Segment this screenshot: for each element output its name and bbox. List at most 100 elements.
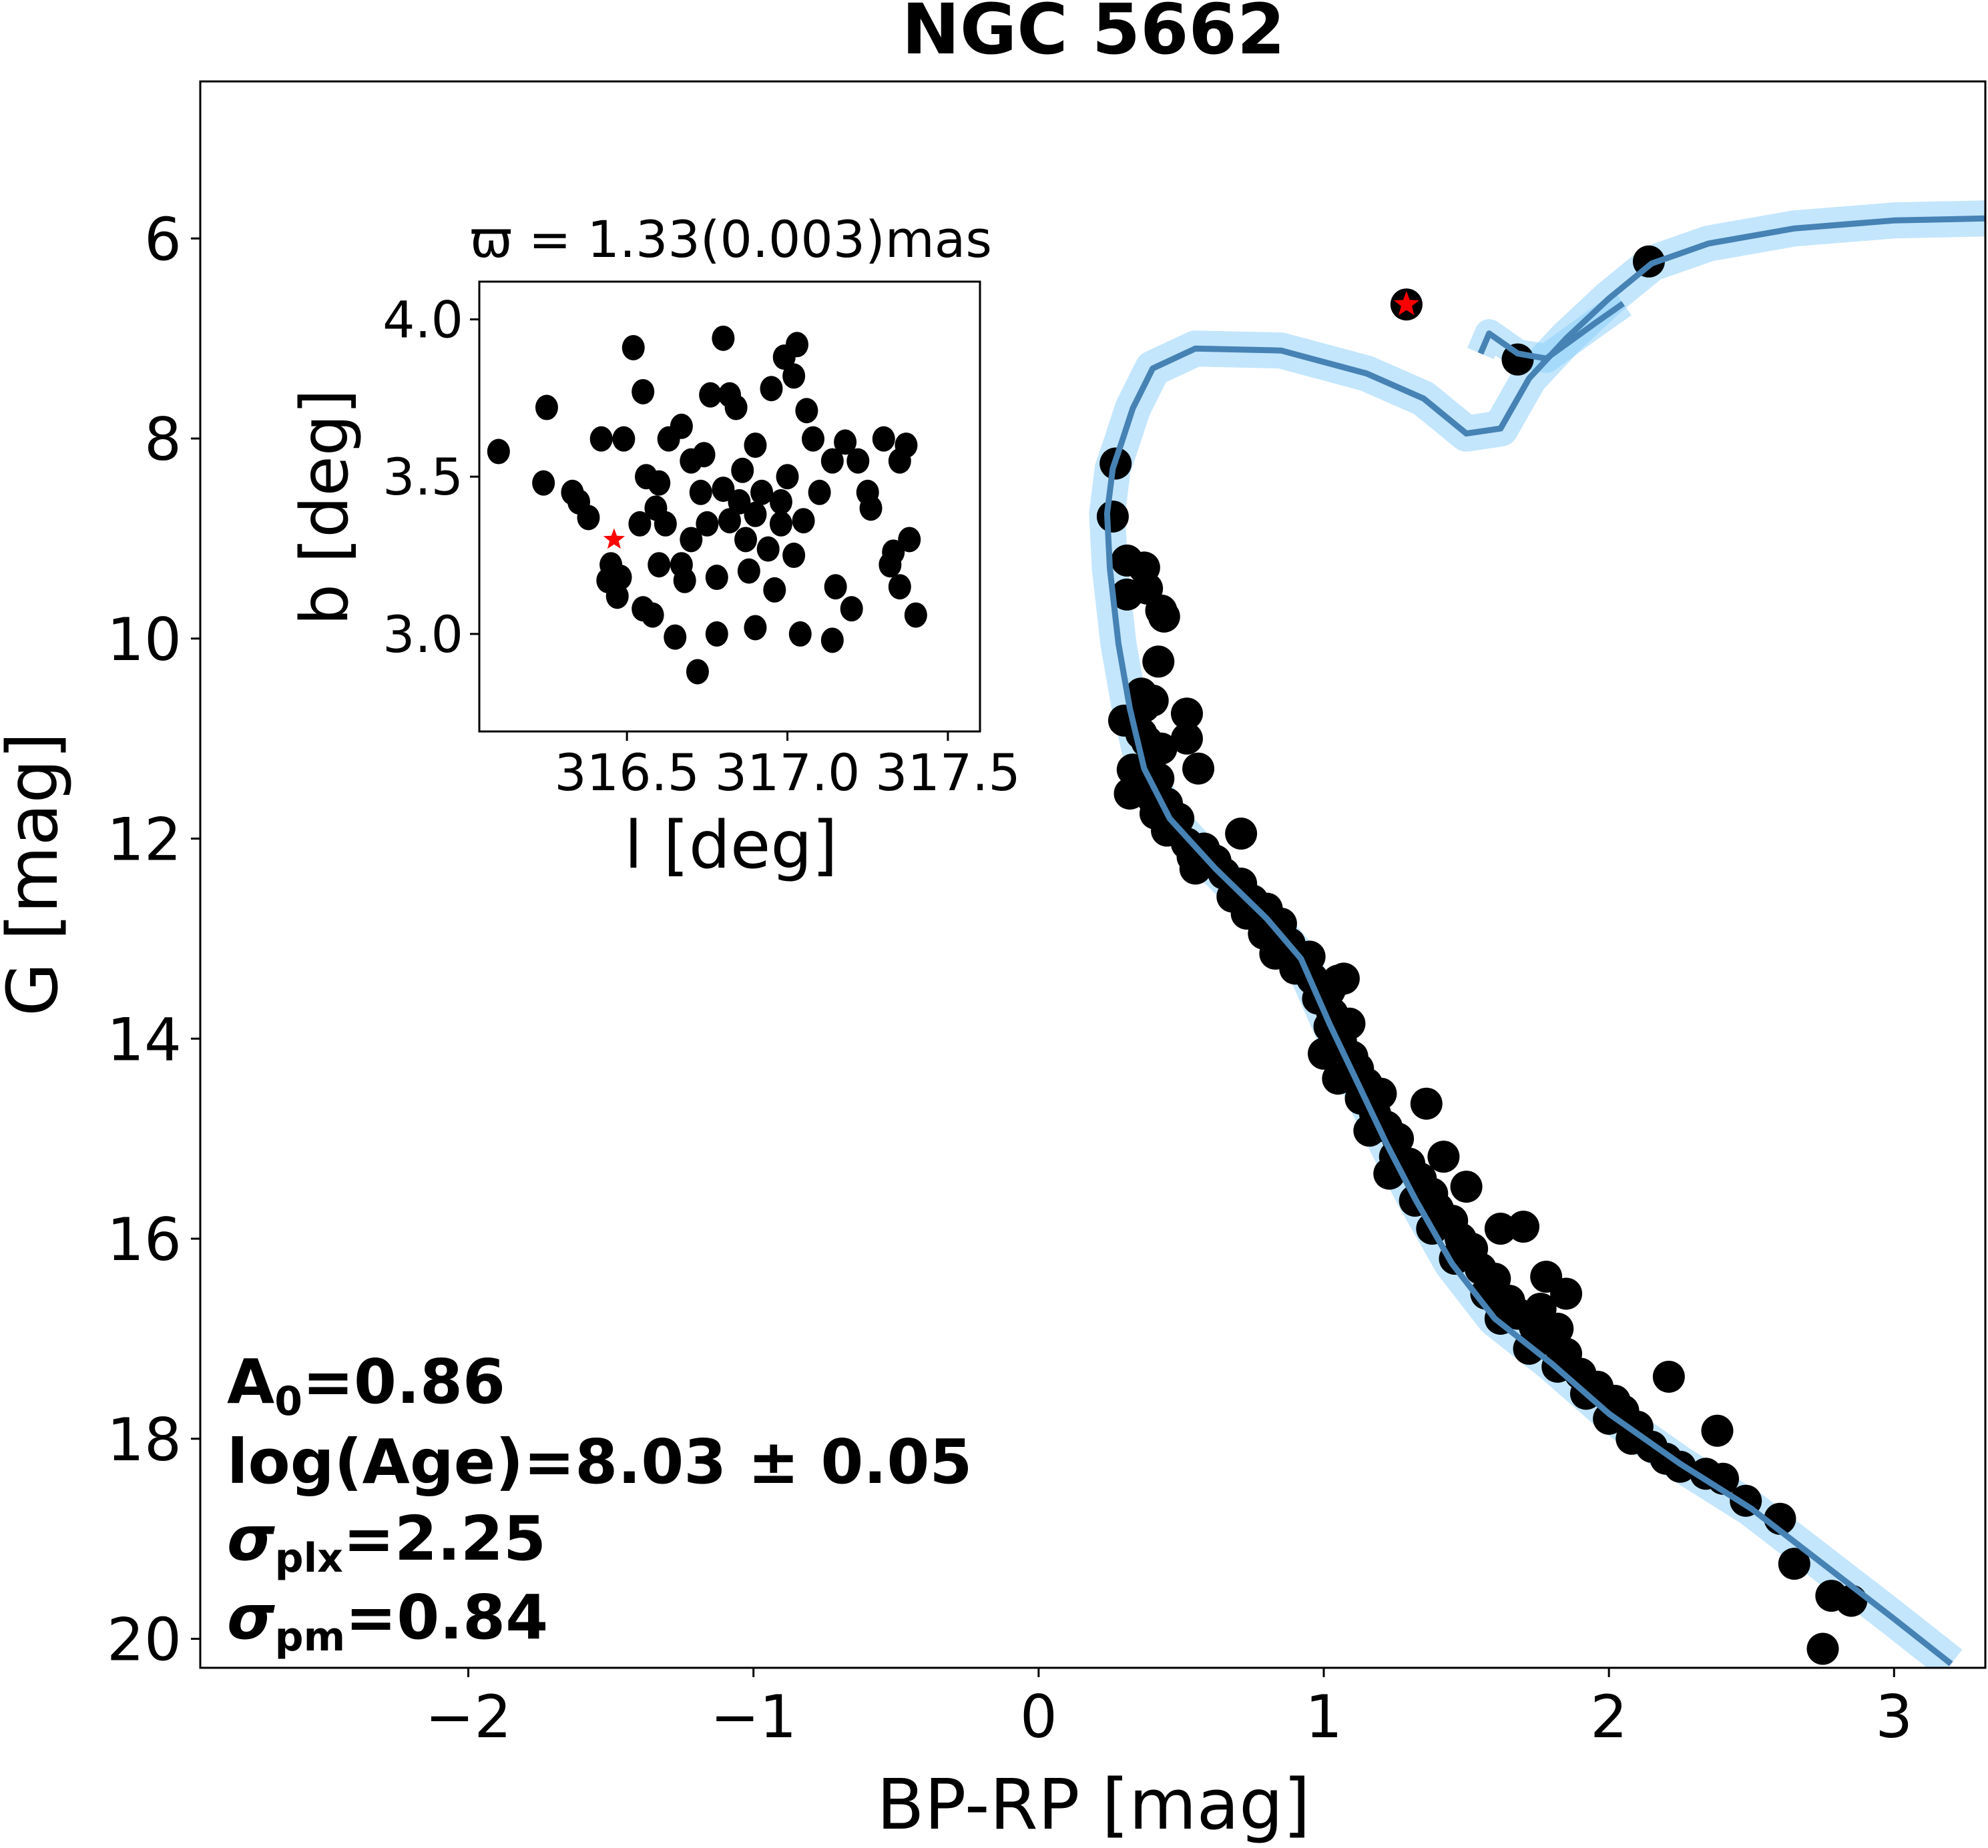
inset-member-point [728,489,751,515]
inset-highlight-star [603,528,626,549]
inset-x-axis-label: l [deg] [624,808,838,884]
inset-member-point [670,413,693,439]
inset-member-point [888,574,911,600]
inset-member-point [532,470,555,496]
inset-member-point [705,621,728,647]
inset-member-point [744,501,767,527]
member-star-point [1322,1062,1354,1095]
member-star-point [1142,645,1175,678]
fit-parameter-sigpm: σpm=0.84 [227,1582,548,1660]
inset-member-point [589,426,613,452]
member-star-point [1182,752,1215,785]
inset-member-point [712,325,735,351]
inset-member-point [763,577,786,603]
chart-title: NGC 5662 [902,0,1285,70]
inset-member-point [712,477,735,503]
y-axis-label: G [mag] [0,732,73,1016]
member-star-point [1179,852,1212,885]
member-star-point [1170,722,1203,755]
inset-member-point [846,448,870,474]
x-tick-label: −1 [710,1682,797,1751]
member-star-point [1327,962,1360,995]
param-subscript: pm [275,1614,345,1660]
inset-member-point [788,621,812,647]
inset-member-point [785,332,808,358]
inset-member-point [834,429,857,455]
inset-member-point [776,464,799,490]
inset-member-point [612,426,636,452]
inset-member-point [535,394,558,420]
inset-member-point [686,659,709,685]
inset-member-point [731,457,754,483]
member-star-point [1170,697,1203,730]
inset-member-point [744,432,767,458]
fit-parameter-logage: log(Age)=8.03 ± 0.05 [227,1426,972,1498]
inset-member-point [577,505,600,531]
member-star-point [1427,1141,1460,1173]
inset-y-tick-label: 4.0 [383,290,463,350]
param-subscript: 0 [274,1378,302,1425]
inset-member-point [718,508,741,534]
param-symbol: A [227,1346,274,1418]
inset-x-tick-label: 317.5 [875,743,1021,802]
inset-member-point [632,596,655,622]
isochrone-branch-line [1477,301,1626,362]
inset-member-point [820,627,844,653]
isochrone-line [1103,215,1985,1666]
inset-y-axis-label: b [deg] [287,389,363,626]
param-subscript: plx [275,1535,343,1582]
inset-member-point [808,479,831,505]
x-axis-label: BP-RP [mag] [877,1764,1310,1845]
x-tick-label: 2 [1590,1682,1628,1751]
x-tick-label: −2 [425,1682,512,1751]
inset-member-point [795,398,818,424]
inset-member-point [750,479,774,505]
highlight-star-marker [1393,291,1419,316]
param-symbol: log(Age)=8.03 ± 0.05 [227,1426,972,1498]
inset-member-point [680,527,703,553]
member-star-point [1307,1037,1340,1070]
inset-member-point [782,363,806,389]
inset-member-point [737,558,760,584]
inset-member-point [895,432,918,458]
member-star-point [1593,1402,1626,1435]
inset-member-point [664,624,687,650]
inset-member-point [622,334,645,360]
y-tick-label: 12 [107,806,182,874]
inset-member-point [648,552,671,578]
inset-member-point [882,539,905,565]
inset-title: ϖ = 1.33(0.003)mas [470,210,992,269]
inset-frame [478,280,981,733]
inset-member-point [840,596,863,622]
param-value: =2.25 [343,1503,546,1574]
inset-member-point [724,394,748,420]
member-star-point [1450,1171,1483,1203]
inset-member-point [898,527,921,553]
inset-member-point [605,583,629,609]
member-star-point [1225,818,1258,850]
member-star-point [1507,1211,1540,1243]
param-value: =0.86 [302,1346,505,1418]
inset-member-point [782,543,806,569]
member-star-point [1136,684,1169,717]
inset-member-point [824,574,847,600]
inset-member-point [760,376,783,402]
inset-member-point [769,489,792,515]
fit-parameter-sigplx: σplx=2.25 [227,1503,546,1582]
fit-parameter-A0: A0=0.86 [227,1346,505,1425]
y-tick-label: 14 [107,1005,182,1074]
x-tick-label: 0 [1020,1682,1057,1751]
inset-member-point [699,382,722,408]
inset-x-tick-label: 316.5 [554,743,700,802]
inset-member-point [632,378,655,404]
cmd-plot-frame [199,80,1987,1669]
inset-member-point [654,511,677,537]
inset-y-tick-label: 3.0 [383,605,463,664]
member-star-point [1550,1277,1583,1310]
member-star-point [1524,1292,1557,1325]
member-star-point [1701,1414,1734,1447]
inset-member-point [769,511,792,537]
x-tick-label: 1 [1305,1682,1342,1751]
inset-member-point [692,442,716,468]
